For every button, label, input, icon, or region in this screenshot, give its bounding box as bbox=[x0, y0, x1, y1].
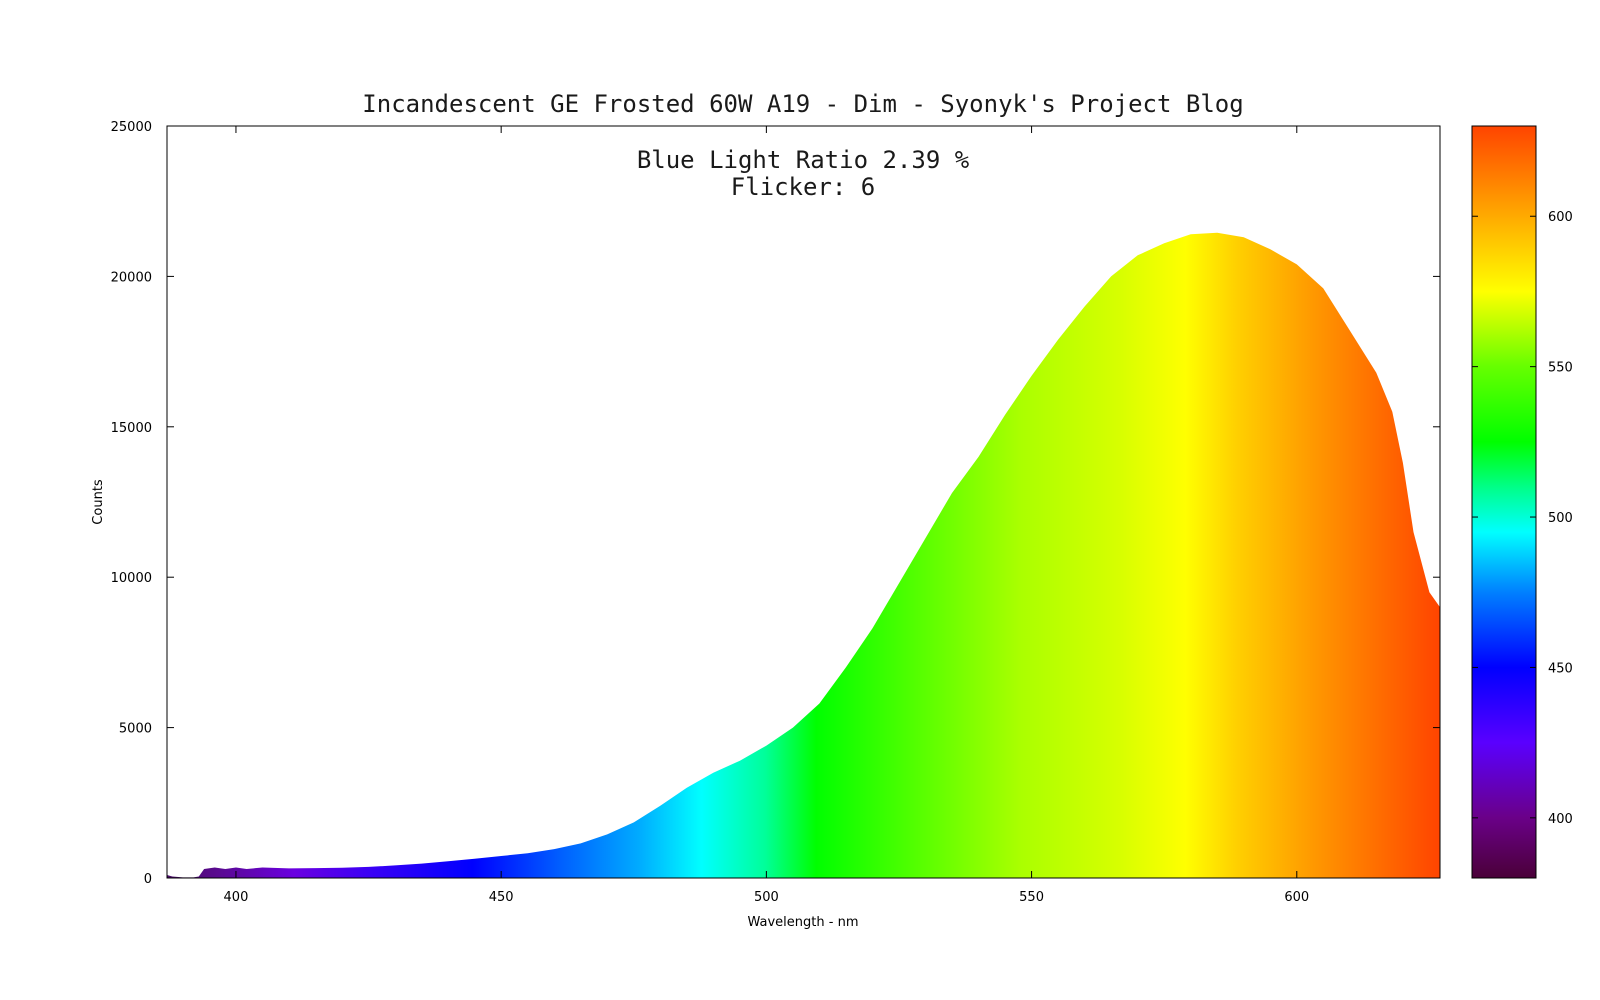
chart-title: Incandescent GE Frosted 60W A19 - Dim - … bbox=[362, 90, 1243, 118]
colorbar-gradient bbox=[1471, 125, 1537, 879]
colorbar-tick-label: 450 bbox=[1548, 661, 1573, 676]
x-tick-label: 400 bbox=[224, 890, 249, 905]
x-tick-label: 450 bbox=[489, 890, 514, 905]
colorbar-tick-label: 400 bbox=[1548, 812, 1573, 827]
colorbar-tick-label: 550 bbox=[1548, 361, 1573, 376]
y-axis-label: Counts bbox=[91, 479, 106, 525]
colorbar-tick-label: 600 bbox=[1548, 210, 1573, 225]
flicker-annotation: Flicker: 6 bbox=[731, 173, 876, 201]
y-tick-label: 10000 bbox=[111, 571, 152, 586]
series-area bbox=[167, 232, 1440, 879]
y-tick-label: 0 bbox=[144, 872, 152, 887]
plot-area: 400 450 500 550 600 0 5000 10000 15000 20000 2500… bbox=[111, 120, 1441, 905]
x-axis-ticks: 400 450 500 550 600 bbox=[224, 126, 1309, 905]
y-tick-label: 20000 bbox=[111, 270, 152, 285]
colorbar-tick-label: 500 bbox=[1548, 511, 1573, 526]
x-tick-label: 550 bbox=[1019, 890, 1044, 905]
y-tick-label: 25000 bbox=[111, 120, 152, 135]
x-tick-label: 600 bbox=[1284, 890, 1309, 905]
colorbar: 400 450 500 550 600 bbox=[1471, 125, 1573, 879]
y-tick-label: 5000 bbox=[119, 722, 152, 737]
x-tick-label: 500 bbox=[754, 890, 779, 905]
x-axis-label: Wavelength - nm bbox=[748, 915, 859, 930]
y-axis-ticks: 0 5000 10000 15000 20000 25000 bbox=[111, 120, 1440, 887]
plot-frame bbox=[166, 125, 1441, 879]
blue-light-ratio-annotation: Blue Light Ratio 2.39 % bbox=[637, 146, 970, 174]
y-tick-label: 15000 bbox=[111, 421, 152, 436]
colorbar-ticks: 400 450 500 550 600 bbox=[1472, 210, 1573, 827]
